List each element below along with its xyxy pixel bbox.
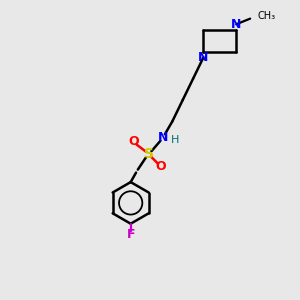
Text: N: N (158, 131, 169, 144)
Text: CH₃: CH₃ (258, 11, 276, 21)
Text: N: N (198, 51, 209, 64)
Text: N: N (231, 18, 242, 31)
Text: H: H (170, 135, 179, 145)
Text: O: O (156, 160, 166, 173)
Text: O: O (128, 135, 139, 148)
Text: S: S (143, 147, 154, 161)
Text: F: F (126, 228, 135, 241)
